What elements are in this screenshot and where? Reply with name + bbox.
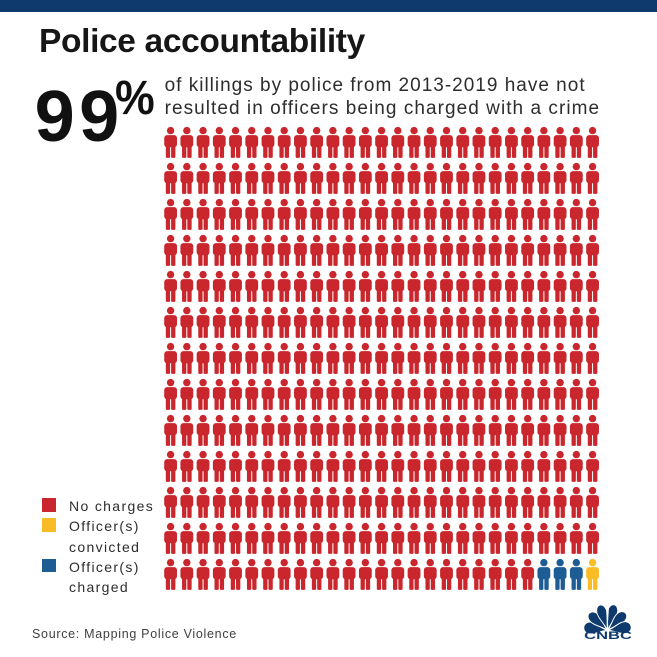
svg-text:CNBC: CNBC	[584, 630, 632, 642]
